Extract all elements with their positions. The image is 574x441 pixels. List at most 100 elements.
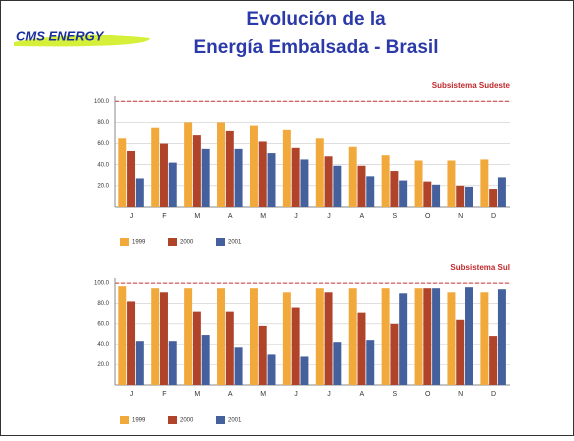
bar — [390, 171, 399, 207]
legend-swatch — [120, 238, 129, 246]
bar — [225, 311, 234, 385]
x-tick-label: M — [260, 391, 266, 398]
bar — [414, 160, 423, 207]
bar — [480, 292, 489, 385]
bar — [282, 129, 291, 207]
legend-swatch — [216, 416, 225, 424]
bar — [465, 287, 473, 385]
x-tick-label: F — [162, 391, 166, 398]
bar — [234, 347, 243, 385]
x-tick-label: J — [327, 213, 331, 220]
x-tick-label: D — [491, 391, 496, 398]
bar — [348, 288, 357, 385]
bar — [135, 178, 144, 207]
bar — [151, 127, 160, 207]
bar — [127, 150, 136, 207]
x-tick-label: S — [392, 213, 397, 220]
x-tick-label: J — [130, 391, 134, 398]
bar — [192, 311, 201, 385]
bar — [497, 177, 506, 207]
bar — [381, 155, 390, 207]
y-tick-label: 80.0 — [97, 120, 109, 126]
bar — [423, 181, 432, 207]
x-tick-label: N — [458, 213, 463, 220]
bar — [249, 288, 258, 385]
y-tick-label: 60.0 — [97, 141, 109, 147]
bar — [447, 160, 456, 207]
bar — [234, 148, 243, 207]
bar — [127, 301, 136, 385]
legend-label: 1999 — [132, 418, 146, 424]
x-tick-label: M — [260, 213, 266, 220]
bar — [258, 325, 267, 385]
bar — [249, 125, 258, 207]
bar — [258, 141, 267, 207]
x-tick-label: F — [162, 213, 166, 220]
y-tick-label: 20.0 — [97, 362, 109, 368]
x-tick-label: J — [327, 391, 331, 398]
legend-label: 2000 — [180, 418, 194, 424]
title: Energía Embalsada - Brasil — [194, 37, 439, 58]
y-tick-label: 80.0 — [97, 301, 109, 307]
bar — [333, 342, 342, 385]
bar — [168, 162, 177, 207]
x-tick-label: J — [294, 213, 298, 220]
bar — [324, 156, 333, 207]
x-tick-label: A — [228, 391, 233, 398]
bar — [168, 341, 177, 385]
bar — [423, 288, 432, 385]
bar — [348, 146, 357, 207]
bar — [357, 165, 366, 207]
bar — [414, 288, 423, 385]
bar — [267, 153, 276, 207]
x-tick-label: A — [228, 213, 233, 220]
bar — [282, 292, 291, 385]
bar — [333, 165, 342, 207]
bar — [465, 186, 473, 207]
y-tick-label: 60.0 — [97, 321, 109, 327]
bar — [381, 288, 390, 385]
legend-label: 2001 — [228, 240, 242, 246]
bar — [201, 148, 210, 207]
bar — [480, 159, 489, 207]
x-tick-label: J — [130, 213, 134, 220]
logo-swoosh — [14, 34, 150, 47]
y-tick-label: 40.0 — [97, 162, 109, 168]
x-tick-label: O — [425, 391, 431, 398]
y-tick-label: 20.0 — [97, 183, 109, 189]
bar — [315, 288, 324, 385]
x-tick-label: N — [458, 391, 463, 398]
x-tick-label: A — [360, 391, 365, 398]
y-tick-label: 100.0 — [94, 99, 110, 105]
x-tick-label: D — [491, 213, 496, 220]
legend-swatch — [168, 238, 177, 246]
bar — [497, 289, 506, 385]
legend-swatch — [120, 416, 129, 424]
bar — [489, 336, 498, 385]
bar — [447, 292, 456, 385]
x-tick-label: M — [194, 391, 200, 398]
chart-title: Subsistema Sul — [450, 263, 510, 272]
bar — [184, 122, 193, 207]
y-tick-label: 40.0 — [97, 342, 109, 348]
bar — [432, 184, 441, 207]
bar — [489, 189, 498, 207]
bar — [315, 138, 324, 207]
legend-label: 1999 — [132, 240, 146, 246]
bar — [192, 135, 201, 207]
legend-label: 2000 — [180, 240, 194, 246]
bar — [225, 130, 234, 207]
bar — [291, 147, 300, 207]
logo: CMS ENERGY — [16, 28, 105, 43]
chart-title: Subsistema Sudeste — [432, 81, 511, 90]
legend-swatch — [168, 416, 177, 424]
bar — [432, 288, 441, 385]
bar — [300, 159, 309, 207]
bar — [217, 288, 226, 385]
bar — [118, 286, 127, 385]
bar — [118, 138, 127, 207]
bar — [217, 122, 226, 207]
legend-swatch — [216, 238, 225, 246]
y-tick-label: 100.0 — [94, 281, 110, 287]
